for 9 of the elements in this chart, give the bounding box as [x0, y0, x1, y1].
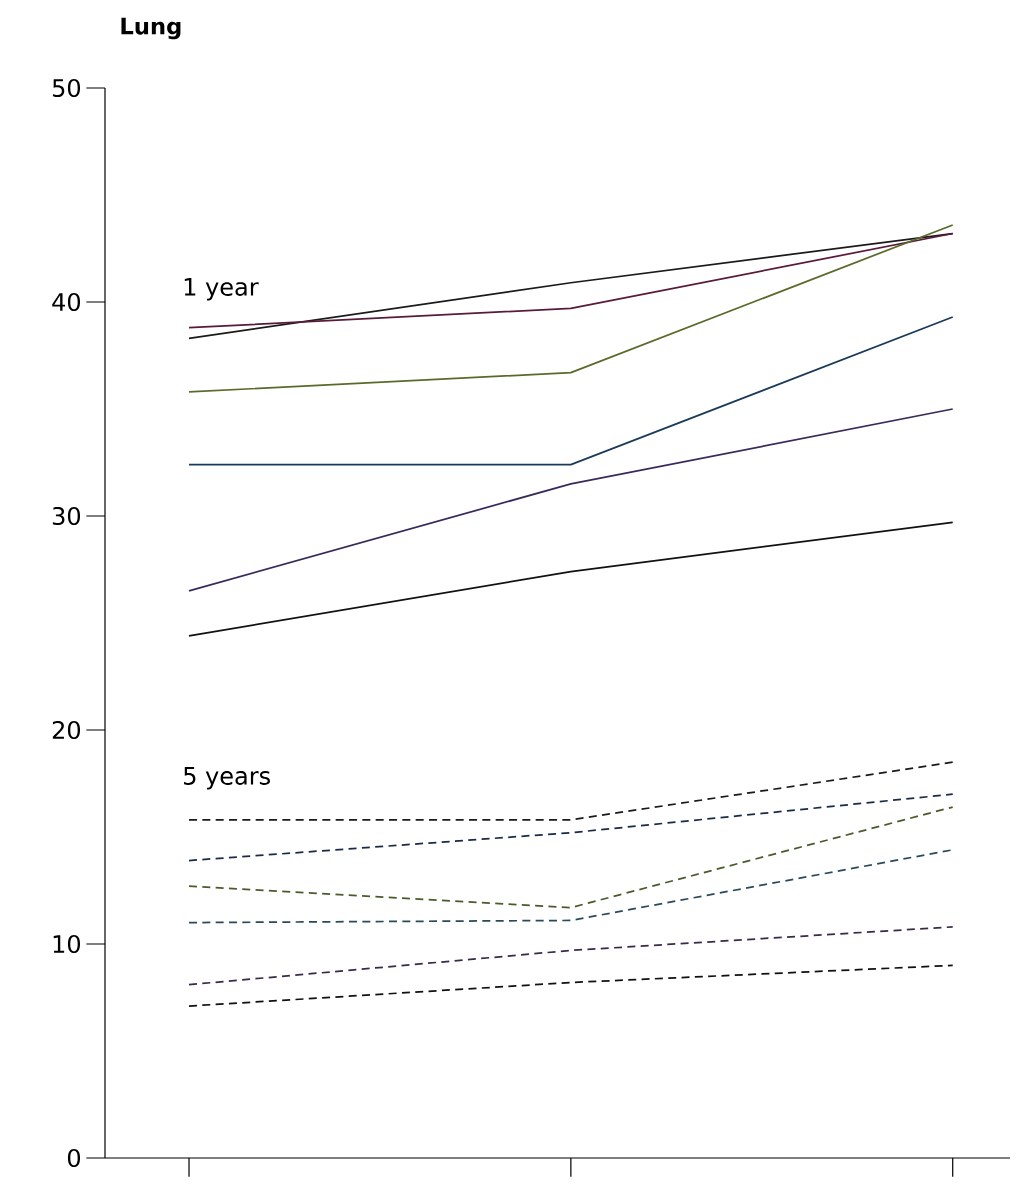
y-tick-label: 20 [52, 720, 81, 740]
y-tick-label: 30 [52, 506, 81, 526]
y-tick-label: 50 [52, 78, 81, 98]
annotation: 5 years [184, 767, 270, 790]
y-tick-label: 0 [67, 1148, 81, 1168]
y-tick-label: 10 [53, 934, 81, 954]
annotation: 1 year [184, 278, 259, 301]
y-tick-label: 40 [52, 292, 81, 312]
chart-title: Lung [121, 17, 181, 40]
